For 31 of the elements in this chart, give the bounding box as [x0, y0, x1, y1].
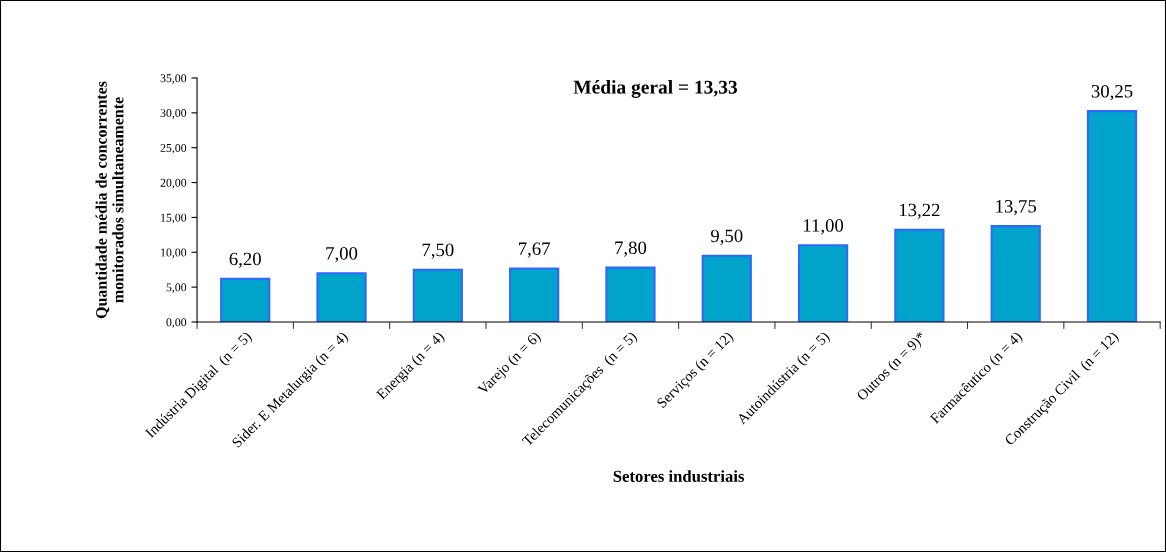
y-tick-label: 30,00 [160, 109, 187, 119]
bar [894, 228, 945, 322]
y-axis-title: Quantidade média de concorrentes monitorados simultaneamente [95, 81, 124, 319]
data-label: 7,67 [518, 242, 551, 258]
data-label: 9,50 [710, 229, 743, 245]
y-tick-label: 20,00 [160, 178, 187, 189]
data-label: 7,80 [615, 241, 647, 257]
y-tick-label: 35,00 [160, 74, 187, 84]
bar [990, 225, 1041, 322]
bar [412, 268, 463, 322]
y-tick-label: 15,00 [161, 213, 187, 224]
data-label: 7,00 [326, 247, 358, 263]
data-label: 11,00 [803, 219, 844, 235]
data-label: 6,20 [229, 252, 261, 268]
bar [797, 244, 849, 322]
y-tick-label: 5,00 [166, 283, 187, 294]
bar [605, 266, 656, 322]
data-label: 13,22 [899, 203, 940, 219]
bar [316, 272, 367, 322]
data-label: 7,50 [422, 243, 454, 259]
annotation: Média geral = 13,33 [573, 80, 738, 98]
y-tick-label: 25,00 [160, 143, 187, 154]
data-label: 30,25 [1091, 84, 1133, 101]
x-axis-title: Setores industriais [613, 470, 745, 482]
bar [1086, 110, 1138, 322]
y-tick-label: 0,00 [166, 318, 187, 328]
bar [509, 267, 560, 322]
bar [701, 254, 752, 322]
y-tick-label: 10,00 [161, 248, 187, 259]
bar [220, 277, 271, 322]
data-label: 13,75 [996, 200, 1037, 216]
